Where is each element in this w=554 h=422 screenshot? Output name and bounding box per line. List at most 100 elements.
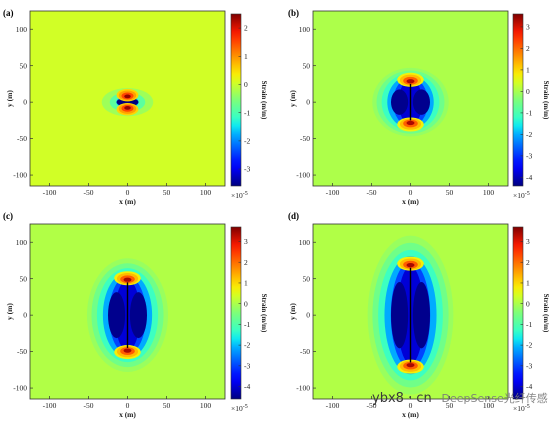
strain-field <box>30 11 225 186</box>
y-tick-label: 0 <box>306 98 310 107</box>
y-tick-label: 0 <box>23 98 27 107</box>
colorbar-exponent: ×10-5 <box>513 404 530 413</box>
tension-contour <box>406 120 415 126</box>
y-tick-label: 50 <box>20 274 28 283</box>
x-tick-label: 100 <box>200 401 212 410</box>
colorbar-tick-label: 3 <box>526 23 530 32</box>
y-axis-label: y (m) <box>288 90 297 107</box>
colorbar-tick-label: -3 <box>526 152 532 161</box>
y-tick-label: -100 <box>296 171 310 180</box>
colorbar-exponent: ×10-5 <box>513 191 530 200</box>
colorbar-exponent-power: -5 <box>243 404 248 410</box>
x-tick-label: -50 <box>367 188 377 197</box>
x-tick-label: 50 <box>163 188 171 197</box>
x-axis-label: x (m) <box>119 410 136 419</box>
compression-core <box>129 292 147 339</box>
x-tick-label: 50 <box>446 401 454 410</box>
colorbar-tick-label: 3 <box>526 237 530 246</box>
compression-core <box>391 89 409 115</box>
y-tick-label: 100 <box>299 238 311 247</box>
y-tick-label: -50 <box>17 347 27 356</box>
watermark-brand: DeepSense光纤传感 <box>441 392 548 405</box>
colorbar-tick-label: -4 <box>526 382 532 391</box>
colorbar-tick-label: -2 <box>244 341 250 350</box>
colorbar <box>230 226 242 400</box>
colorbar-tick-label: -4 <box>244 382 250 391</box>
colorbar-tick-label: 1 <box>244 279 248 288</box>
watermark: ybx8 · cn DeepSense光纤传感 <box>372 386 548 410</box>
colorbar <box>230 13 242 187</box>
y-tick-label: 0 <box>23 311 27 320</box>
x-tick-label: -100 <box>43 401 57 410</box>
y-tick-label: 100 <box>16 25 28 34</box>
colorbar-tick-label: -1 <box>244 108 250 117</box>
colorbar <box>512 13 524 187</box>
y-tick-label: -50 <box>300 134 310 143</box>
colorbar-label: Strain (m/m) <box>260 81 268 120</box>
colorbar-tick-label: 1 <box>526 66 530 75</box>
colorbar-exponent: ×10-5 <box>231 191 248 200</box>
y-axis-label: y (m) <box>5 90 14 107</box>
colorbar-tick-label: 1 <box>526 279 530 288</box>
colorbar-tick-label: 1 <box>244 52 248 61</box>
tension-contour <box>406 263 415 268</box>
colorbar-tick-label: 3 <box>244 237 248 246</box>
y-tick-label: 50 <box>303 274 311 283</box>
colorbar-exponent-power: -5 <box>525 404 530 410</box>
colorbar-tick-label: 2 <box>244 258 248 267</box>
watermark-site: ybx8 · cn <box>372 391 432 406</box>
y-tick-label: 100 <box>299 25 311 34</box>
compression-core <box>412 281 431 349</box>
x-tick-label: 100 <box>200 188 212 197</box>
strain-field <box>313 224 508 399</box>
tension-contour <box>124 94 131 99</box>
x-tick-label: 0 <box>126 401 130 410</box>
tension-contour <box>406 363 415 368</box>
y-tick-label: 50 <box>20 61 28 70</box>
x-tick-label: -50 <box>84 401 94 410</box>
x-tick-label: -50 <box>367 401 377 410</box>
x-tick-label: 50 <box>163 401 171 410</box>
panel-label: (a) <box>3 8 14 18</box>
x-axis-label: x (m) <box>402 197 419 206</box>
y-tick-label: 0 <box>306 311 310 320</box>
colorbar-tick-label: -3 <box>244 165 250 174</box>
colorbar-tick-label: 0 <box>244 80 248 89</box>
colorbar-tick-label: 0 <box>244 299 248 308</box>
compression-core <box>391 281 409 349</box>
colorbar-tick-label: -1 <box>526 320 532 329</box>
x-tick-label: 50 <box>446 188 454 197</box>
x-tick-label: -100 <box>326 401 340 410</box>
colorbar-tick-label: -1 <box>244 320 250 329</box>
colorbar-tick-label: -2 <box>526 341 532 350</box>
y-tick-label: -100 <box>13 171 27 180</box>
colorbar-exponent-power: -5 <box>243 191 248 197</box>
panel-label: (d) <box>288 211 299 221</box>
colorbar-label: Strain (m/m) <box>542 81 550 120</box>
colorbar-tick-label: 2 <box>244 24 248 33</box>
x-tick-label: 0 <box>126 188 130 197</box>
y-tick-label: -100 <box>296 384 310 393</box>
tension-contour <box>123 348 132 353</box>
compression-core <box>108 292 126 339</box>
y-tick-label: -50 <box>300 347 310 356</box>
strain-field <box>30 224 225 399</box>
tension-contour <box>123 277 132 282</box>
panel-label: (c) <box>3 211 13 221</box>
colorbar-exponent: ×10-5 <box>231 404 248 413</box>
colorbar <box>512 226 524 400</box>
x-tick-label: 0 <box>409 188 413 197</box>
x-axis-label: x (m) <box>119 197 136 206</box>
x-tick-label: -100 <box>326 188 340 197</box>
compression-core <box>412 89 431 115</box>
tension-contour <box>124 106 131 110</box>
colorbar-tick-label: -3 <box>244 361 250 370</box>
colorbar-tick-label: 2 <box>526 258 530 267</box>
x-tick-label: 100 <box>483 401 495 410</box>
tension-contour <box>406 79 415 84</box>
strain-field <box>313 11 508 186</box>
